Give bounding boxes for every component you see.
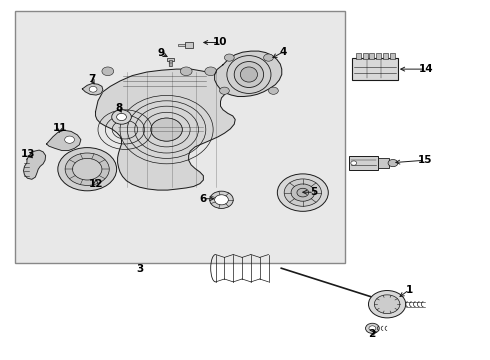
Circle shape bbox=[368, 291, 406, 318]
Circle shape bbox=[291, 184, 315, 201]
Bar bbox=[349, 156, 378, 170]
Circle shape bbox=[388, 159, 398, 167]
Circle shape bbox=[65, 136, 74, 143]
Circle shape bbox=[351, 161, 357, 165]
Bar bbox=[178, 44, 185, 46]
Circle shape bbox=[112, 110, 131, 124]
Circle shape bbox=[210, 191, 233, 208]
Circle shape bbox=[374, 295, 400, 314]
Circle shape bbox=[297, 188, 309, 197]
Circle shape bbox=[366, 323, 379, 333]
Circle shape bbox=[277, 174, 328, 211]
Ellipse shape bbox=[241, 67, 258, 82]
Polygon shape bbox=[47, 130, 81, 150]
Circle shape bbox=[65, 153, 109, 185]
Bar bbox=[383, 53, 388, 59]
Bar bbox=[390, 53, 395, 59]
Bar bbox=[378, 158, 389, 168]
Text: 2: 2 bbox=[368, 329, 375, 339]
Text: 1: 1 bbox=[406, 285, 413, 295]
Circle shape bbox=[369, 326, 376, 331]
Text: 3: 3 bbox=[136, 264, 143, 274]
Circle shape bbox=[269, 87, 278, 94]
Bar bbox=[356, 53, 361, 59]
Polygon shape bbox=[24, 150, 46, 179]
Bar bbox=[352, 58, 398, 80]
Text: 9: 9 bbox=[157, 48, 164, 58]
Circle shape bbox=[264, 54, 273, 61]
Circle shape bbox=[215, 195, 228, 205]
Text: 15: 15 bbox=[418, 155, 433, 165]
Text: 5: 5 bbox=[311, 187, 318, 197]
Circle shape bbox=[73, 158, 102, 180]
Bar bbox=[369, 53, 374, 59]
Circle shape bbox=[220, 87, 229, 94]
Text: 8: 8 bbox=[115, 103, 122, 113]
Text: 13: 13 bbox=[21, 149, 35, 159]
Circle shape bbox=[284, 179, 321, 206]
Text: 12: 12 bbox=[89, 179, 103, 189]
Circle shape bbox=[180, 67, 192, 76]
Polygon shape bbox=[82, 84, 103, 95]
Circle shape bbox=[102, 67, 114, 76]
Bar bbox=[169, 60, 172, 66]
Text: 7: 7 bbox=[88, 74, 96, 84]
Text: 11: 11 bbox=[52, 123, 67, 133]
Circle shape bbox=[58, 148, 117, 191]
Circle shape bbox=[117, 113, 126, 121]
Polygon shape bbox=[215, 51, 282, 96]
Circle shape bbox=[151, 118, 182, 141]
Circle shape bbox=[205, 67, 217, 76]
Bar bbox=[363, 53, 368, 59]
Text: 4: 4 bbox=[279, 47, 287, 57]
Text: 10: 10 bbox=[213, 37, 228, 48]
Bar bbox=[15, 11, 345, 263]
Circle shape bbox=[89, 86, 97, 92]
Bar bbox=[376, 53, 381, 59]
Ellipse shape bbox=[234, 62, 264, 87]
Text: 6: 6 bbox=[200, 194, 207, 204]
Bar bbox=[167, 58, 174, 61]
Polygon shape bbox=[96, 69, 235, 190]
Bar bbox=[185, 42, 193, 48]
Text: 14: 14 bbox=[419, 64, 434, 74]
Circle shape bbox=[224, 54, 234, 61]
